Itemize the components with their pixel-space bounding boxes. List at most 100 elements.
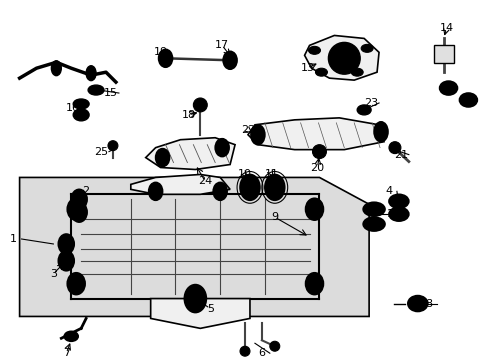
- Polygon shape: [150, 298, 249, 328]
- Ellipse shape: [388, 194, 408, 208]
- Ellipse shape: [213, 183, 226, 200]
- Ellipse shape: [73, 109, 89, 121]
- Ellipse shape: [363, 217, 384, 231]
- Ellipse shape: [350, 68, 363, 76]
- Text: 4: 4: [385, 186, 392, 196]
- Text: 20: 20: [310, 162, 324, 172]
- Ellipse shape: [51, 61, 61, 76]
- Text: 24: 24: [198, 176, 212, 186]
- Ellipse shape: [184, 285, 206, 312]
- Ellipse shape: [368, 221, 378, 227]
- Text: 8: 8: [424, 298, 431, 309]
- Circle shape: [108, 141, 118, 150]
- Text: 16: 16: [66, 103, 80, 113]
- Ellipse shape: [76, 195, 82, 204]
- Ellipse shape: [388, 207, 408, 221]
- Ellipse shape: [315, 68, 327, 76]
- Ellipse shape: [254, 130, 261, 139]
- Text: 1: 1: [10, 234, 17, 244]
- Ellipse shape: [155, 149, 169, 167]
- Ellipse shape: [58, 251, 74, 271]
- Text: 15: 15: [104, 88, 118, 98]
- Ellipse shape: [310, 279, 318, 289]
- Ellipse shape: [58, 234, 74, 254]
- Ellipse shape: [308, 46, 320, 54]
- Text: 6: 6: [258, 348, 265, 358]
- Ellipse shape: [245, 181, 254, 193]
- Ellipse shape: [373, 122, 387, 142]
- Text: 25: 25: [94, 147, 108, 157]
- Ellipse shape: [215, 139, 229, 157]
- Text: 21: 21: [393, 150, 407, 159]
- Text: 18: 18: [181, 110, 195, 120]
- Text: 17: 17: [215, 40, 229, 50]
- Ellipse shape: [377, 127, 383, 136]
- Ellipse shape: [361, 44, 372, 52]
- Text: 3: 3: [50, 269, 57, 279]
- Text: 23: 23: [363, 98, 377, 108]
- Ellipse shape: [310, 204, 318, 214]
- Ellipse shape: [459, 93, 476, 107]
- Circle shape: [337, 51, 350, 65]
- Ellipse shape: [394, 198, 403, 204]
- Polygon shape: [145, 138, 235, 170]
- Ellipse shape: [78, 102, 84, 106]
- Text: 10: 10: [238, 170, 251, 180]
- Ellipse shape: [76, 208, 82, 217]
- Text: 5: 5: [206, 303, 213, 314]
- Ellipse shape: [190, 293, 200, 305]
- Polygon shape: [304, 35, 378, 80]
- Circle shape: [388, 142, 400, 154]
- Ellipse shape: [72, 204, 80, 214]
- Circle shape: [197, 102, 203, 108]
- Ellipse shape: [407, 296, 427, 311]
- Ellipse shape: [92, 88, 100, 92]
- Text: 12: 12: [386, 209, 400, 219]
- Circle shape: [240, 346, 249, 356]
- Ellipse shape: [223, 51, 237, 69]
- Ellipse shape: [219, 144, 224, 152]
- Ellipse shape: [67, 198, 85, 220]
- Text: 22: 22: [241, 125, 255, 135]
- Polygon shape: [131, 175, 230, 194]
- Ellipse shape: [264, 175, 284, 200]
- Circle shape: [316, 149, 322, 154]
- Ellipse shape: [86, 66, 96, 81]
- Ellipse shape: [270, 181, 279, 193]
- Text: 7: 7: [62, 348, 70, 358]
- Ellipse shape: [62, 239, 70, 248]
- Ellipse shape: [148, 183, 162, 200]
- Ellipse shape: [67, 273, 85, 294]
- Ellipse shape: [240, 175, 259, 200]
- Ellipse shape: [305, 198, 323, 220]
- Ellipse shape: [72, 279, 80, 289]
- Ellipse shape: [439, 81, 457, 95]
- Text: 11: 11: [264, 170, 278, 180]
- Ellipse shape: [73, 99, 89, 109]
- Ellipse shape: [88, 85, 104, 95]
- Circle shape: [193, 98, 207, 112]
- Text: 2: 2: [82, 186, 89, 196]
- Text: 9: 9: [271, 212, 278, 222]
- Bar: [433, 45, 452, 63]
- Ellipse shape: [78, 112, 84, 117]
- Text: 19: 19: [153, 47, 167, 57]
- Ellipse shape: [394, 211, 403, 217]
- Polygon shape: [247, 118, 383, 150]
- Ellipse shape: [159, 154, 165, 162]
- Ellipse shape: [363, 202, 384, 216]
- Ellipse shape: [368, 206, 378, 212]
- Ellipse shape: [356, 105, 370, 115]
- Ellipse shape: [412, 300, 421, 307]
- Polygon shape: [20, 177, 368, 316]
- Ellipse shape: [71, 189, 87, 209]
- Ellipse shape: [64, 331, 78, 341]
- Ellipse shape: [162, 54, 168, 62]
- Text: 14: 14: [439, 23, 453, 33]
- Ellipse shape: [305, 273, 323, 294]
- Circle shape: [328, 42, 360, 74]
- Ellipse shape: [62, 256, 70, 265]
- Circle shape: [312, 145, 326, 158]
- Ellipse shape: [361, 108, 366, 112]
- Ellipse shape: [226, 56, 233, 64]
